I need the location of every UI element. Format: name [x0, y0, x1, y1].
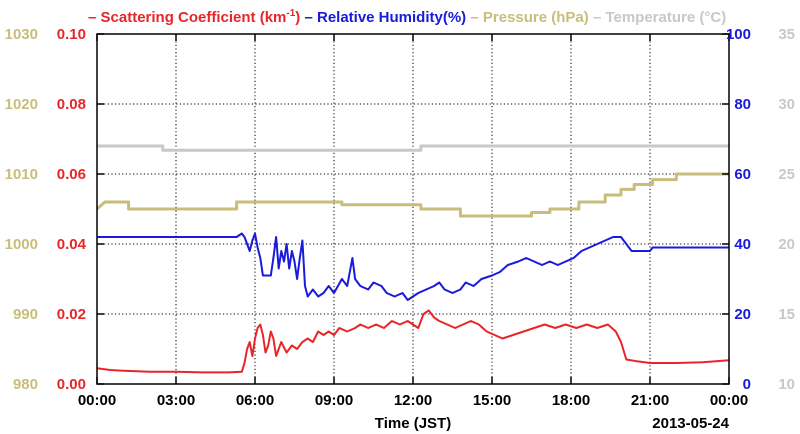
y-tick-label-scattering: 0.02 — [57, 306, 86, 323]
y-tick-label-temperature: 20 — [778, 236, 795, 253]
y-tick-label-pressure: 1030 — [5, 26, 38, 43]
title-series-label: Relative Humidity(%) — [317, 9, 466, 26]
y-tick-label-humidity: 80 — [734, 96, 751, 113]
y-tick-label-scattering: 0.00 — [57, 376, 86, 393]
series-line-temperature — [97, 144, 729, 152]
title-series-label: Temperature (°C) — [605, 9, 726, 26]
y-tick-label-pressure: 1010 — [5, 166, 38, 183]
y-tick-label-scattering: 0.08 — [57, 96, 86, 113]
x-tick-label: 21:00 — [631, 392, 669, 409]
grid-layer — [97, 34, 729, 384]
x-tick-label: 18:00 — [552, 392, 590, 409]
series-line-scattering — [96, 309, 730, 374]
x-tick-label: 15:00 — [473, 392, 511, 409]
y-tick-label-humidity: 0 — [743, 376, 751, 393]
x-tick-label: 03:00 — [157, 392, 195, 409]
title-superscript: -1 — [286, 8, 295, 19]
y-tick-label-temperature: 25 — [778, 166, 795, 183]
x-tick-label: 09:00 — [315, 392, 353, 409]
x-tick-label: 00:00 — [78, 392, 116, 409]
y-tick-label-scattering: 0.10 — [57, 26, 86, 43]
y-tick-label-humidity: 40 — [734, 236, 751, 253]
y-tick-label-humidity: 100 — [726, 26, 751, 43]
y-tick-label-pressure: 990 — [13, 306, 38, 323]
title-dash: – — [470, 9, 483, 26]
title-series-label: Scattering Coefficient (km — [101, 9, 287, 26]
y-tick-label-temperature: 15 — [778, 306, 795, 323]
y-tick-label-pressure: 980 — [13, 376, 38, 393]
y-tick-label-temperature: 30 — [778, 96, 795, 113]
title-dash: – — [593, 9, 606, 26]
y-tick-label-humidity: 60 — [734, 166, 751, 183]
x-tick-label: 06:00 — [236, 392, 274, 409]
x-tick-label: 00:00 — [710, 392, 748, 409]
series-layer — [96, 144, 730, 374]
series-line-humidity — [97, 232, 729, 301]
title-series-label: Pressure (hPa) — [483, 9, 589, 26]
y-tick-label-temperature: 10 — [778, 376, 795, 393]
y-tick-label-humidity: 20 — [734, 306, 751, 323]
y-tick-label-scattering: 0.06 — [57, 166, 86, 183]
title-dash: – — [304, 9, 317, 26]
y-tick-label-scattering: 0.04 — [57, 236, 87, 253]
title-suffix: ) — [295, 9, 304, 26]
y-tick-label-pressure: 1000 — [5, 236, 38, 253]
x-axis-label: Time (JST) — [375, 415, 451, 432]
x-tick-label: 12:00 — [394, 392, 432, 409]
chart-title: – Scattering Coefficient (km-1) – Relati… — [88, 8, 726, 26]
date-label: 2013-05-24 — [652, 415, 729, 432]
y-tick-label-pressure: 1020 — [5, 96, 38, 113]
title-dash: – — [88, 9, 101, 26]
y-tick-label-temperature: 35 — [778, 26, 795, 43]
series-line-pressure — [96, 172, 729, 218]
axis-layer: 00:00 03:00 06:00 09:00 12:00 15:00 18:00 21:00… — [5, 26, 795, 409]
